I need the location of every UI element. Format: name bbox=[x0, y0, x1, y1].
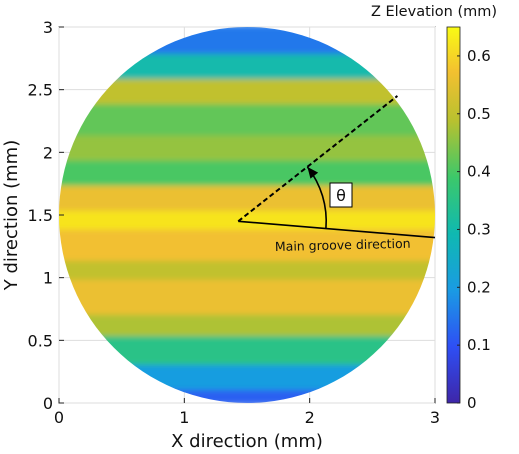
elevation-band bbox=[59, 275, 435, 315]
colorbar-tick-label: 0.6 bbox=[467, 47, 491, 65]
x-tick-label: 2 bbox=[305, 408, 315, 427]
y-tick-label: 0 bbox=[43, 394, 53, 413]
x-axis-ticks: 0 1 2 3 bbox=[54, 398, 440, 427]
y-axis-ticks: 0 0.5 1 1.5 2 2.5 3 bbox=[28, 18, 64, 413]
y-tick-label: 2 bbox=[43, 143, 53, 162]
y-tick-label: 0.5 bbox=[28, 331, 53, 350]
colorbar-ticks: 0 0.1 0.2 0.3 0.4 0.5 0.6 bbox=[457, 47, 491, 412]
elevation-band bbox=[59, 156, 435, 186]
elevation-band bbox=[59, 75, 435, 105]
elevation-band bbox=[59, 310, 435, 337]
x-tick-label: 1 bbox=[179, 408, 189, 427]
colorbar bbox=[446, 26, 461, 404]
arc-arrowhead-icon bbox=[307, 166, 319, 179]
y-tick-label: 3 bbox=[43, 18, 53, 37]
groove-direction-line bbox=[238, 220, 436, 239]
elevation-band bbox=[59, 131, 435, 161]
y-axis-label: Y direction (mm) bbox=[1, 140, 22, 291]
x-tick-label: 3 bbox=[430, 408, 440, 427]
x-axis-label: X direction (mm) bbox=[171, 431, 323, 452]
elevation-band bbox=[59, 225, 435, 261]
dashed-direction-line bbox=[237, 95, 399, 223]
elevation-band bbox=[59, 256, 435, 280]
elevation-band bbox=[59, 206, 435, 230]
colorbar-tick-label: 0.3 bbox=[467, 220, 491, 238]
theta-label-box bbox=[329, 182, 353, 208]
colorbar-label: Z Elevation (mm) bbox=[371, 4, 497, 20]
y-tick-label: 1.5 bbox=[28, 206, 53, 225]
theta-label: θ bbox=[336, 186, 346, 205]
colorbar-tick-label: 0.4 bbox=[467, 163, 491, 181]
colorbar-tick-label: 0.2 bbox=[467, 278, 491, 296]
elevation-band bbox=[59, 100, 435, 136]
colorbar-tick-label: 0 bbox=[467, 394, 477, 412]
y-tick-label: 2.5 bbox=[28, 81, 53, 100]
y-tick-label: 1 bbox=[43, 269, 53, 288]
colorbar-tick-label: 0.1 bbox=[467, 336, 491, 354]
elevation-band bbox=[59, 181, 435, 211]
groove-direction-label: Main groove direction bbox=[275, 236, 411, 254]
colorbar-tick-label: 0.5 bbox=[467, 105, 491, 123]
annotation-group: θ Main groove direction bbox=[237, 95, 436, 254]
x-tick-label: 0 bbox=[54, 408, 64, 427]
